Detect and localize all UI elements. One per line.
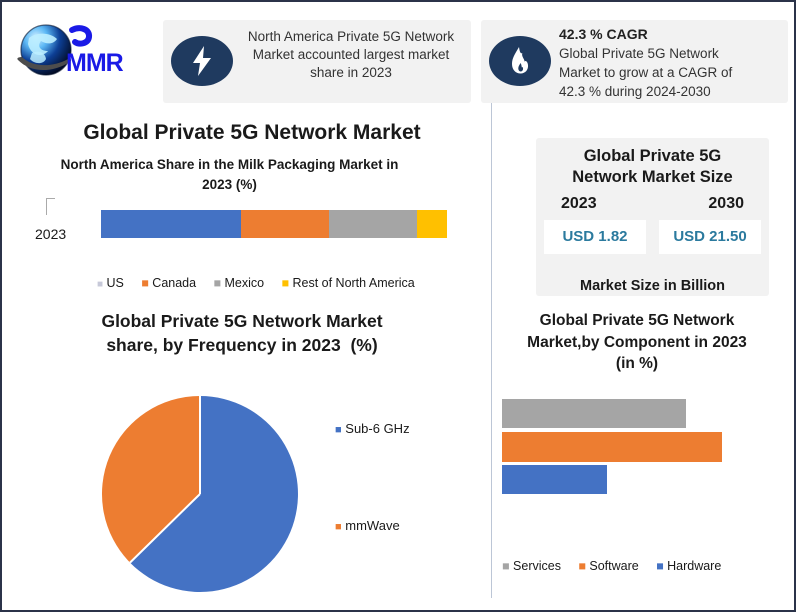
- svg-text:MMR: MMR: [66, 49, 124, 77]
